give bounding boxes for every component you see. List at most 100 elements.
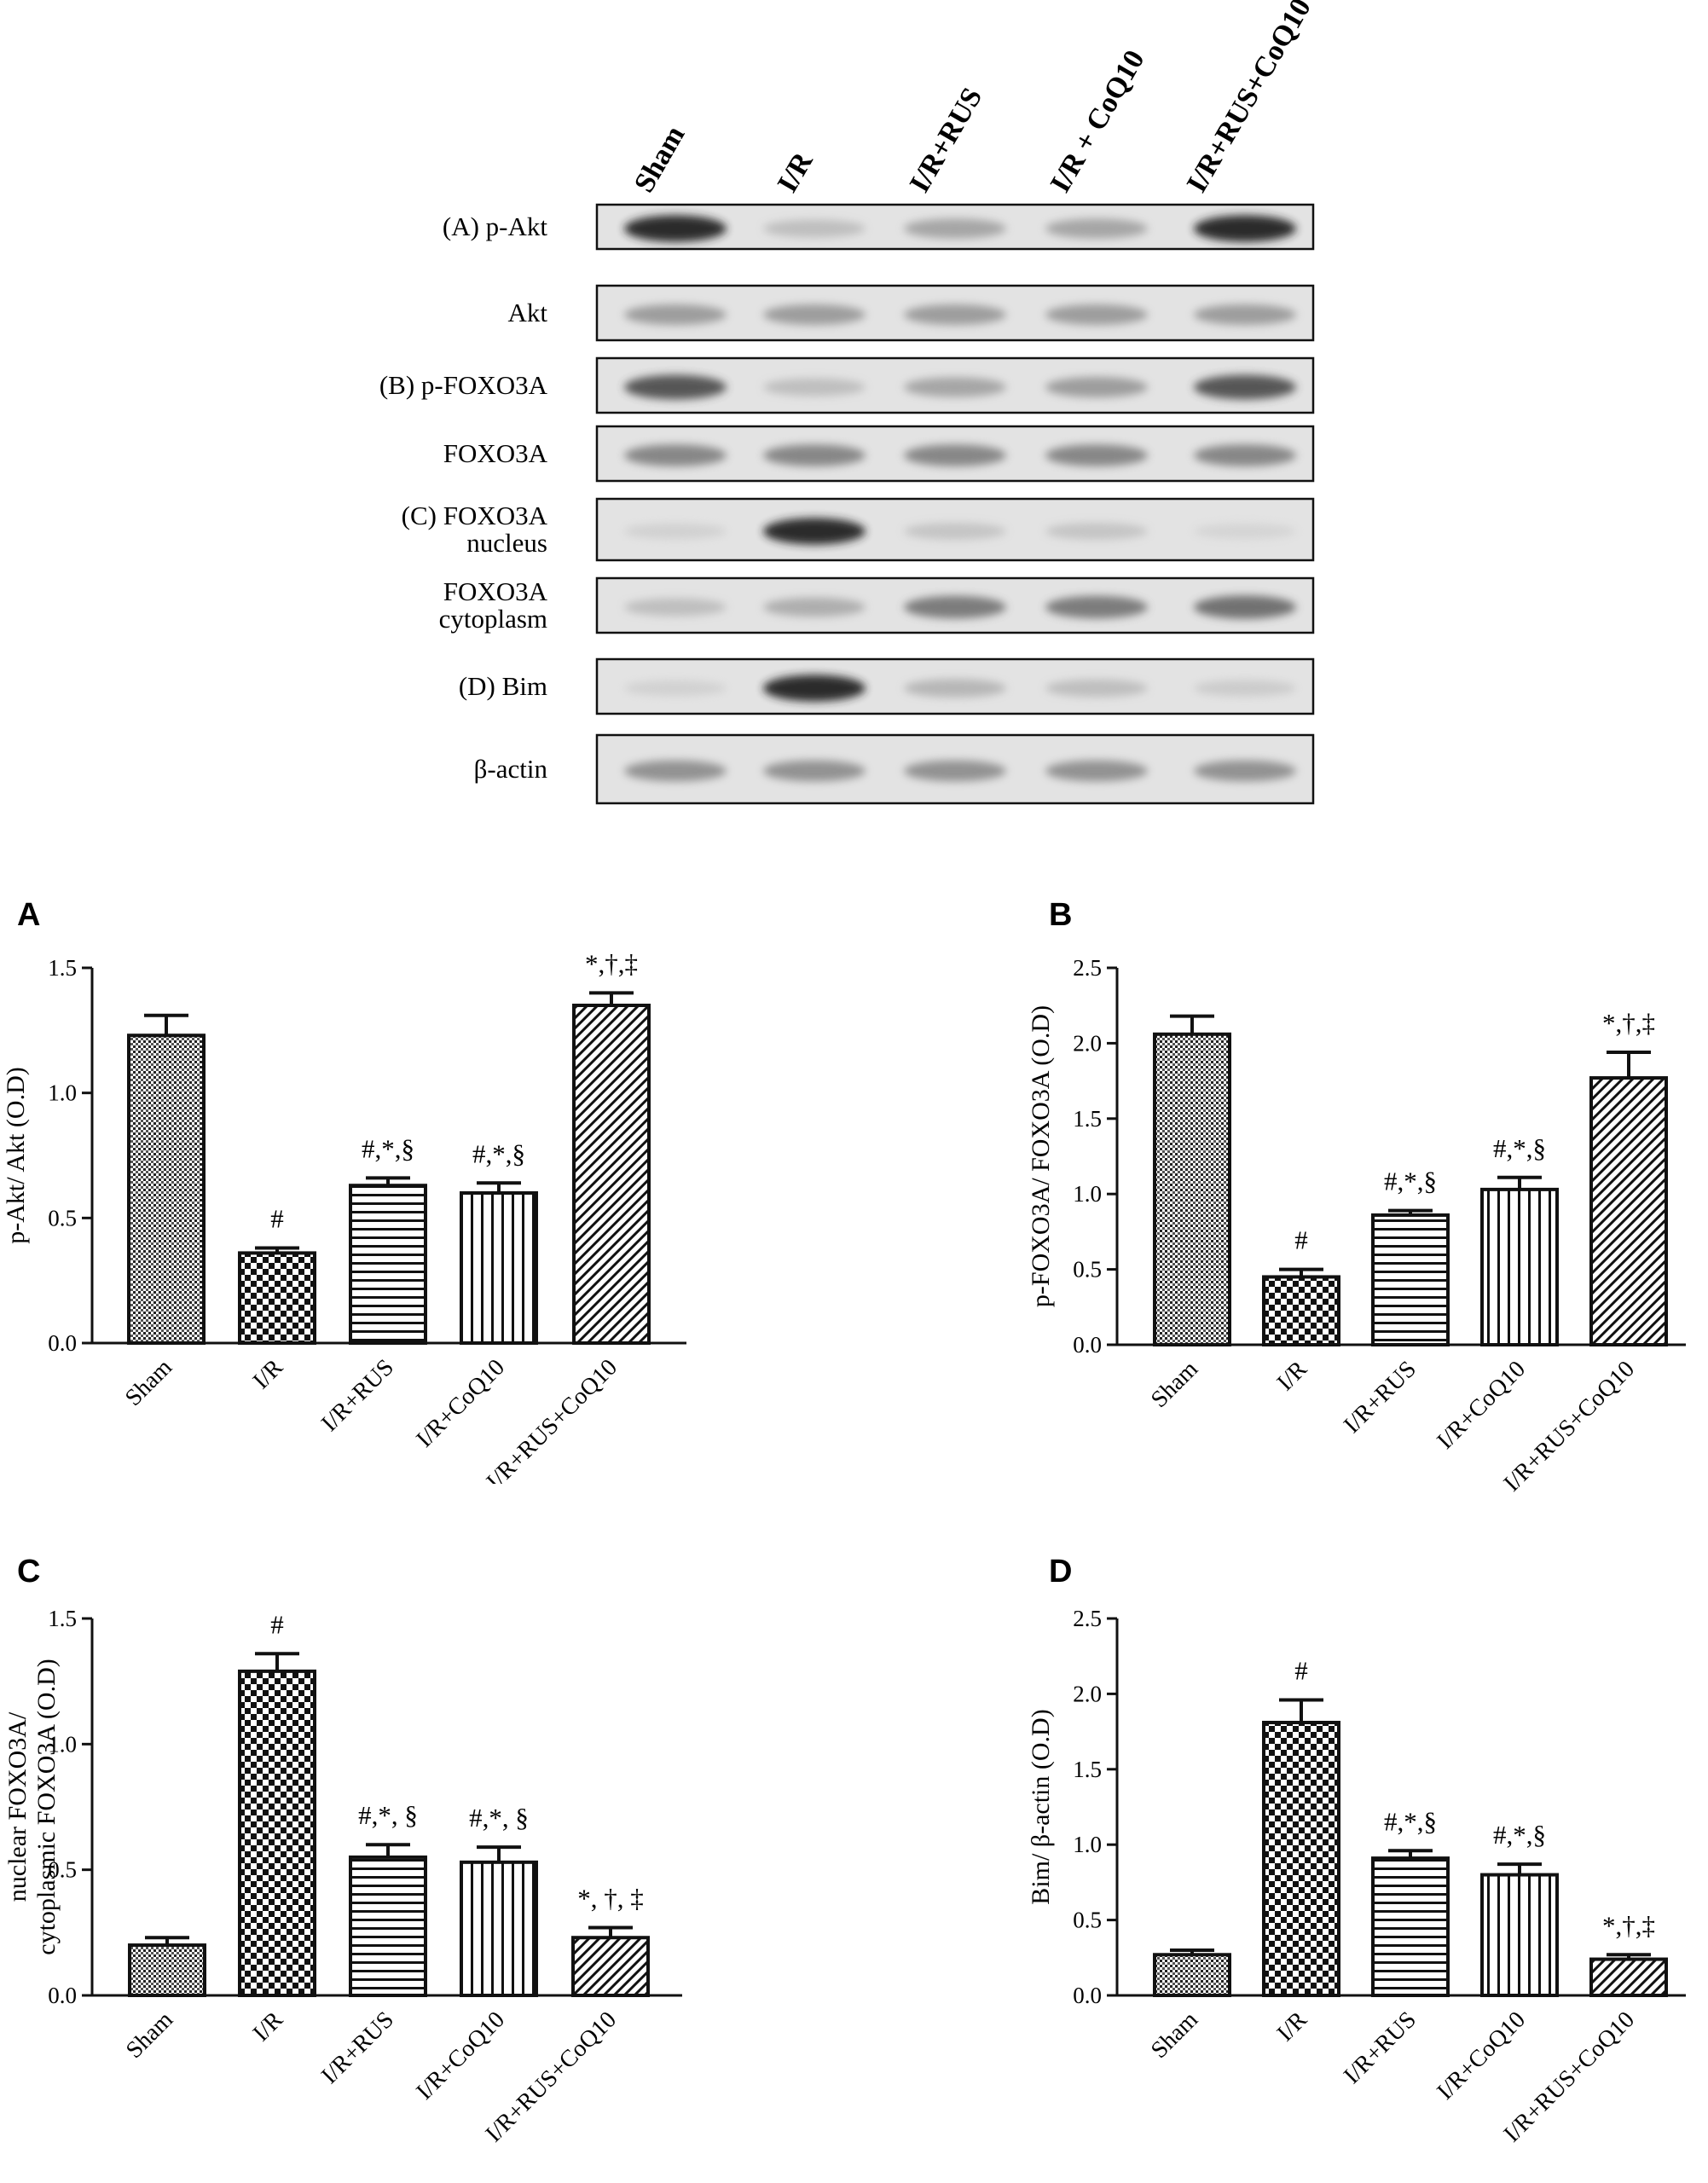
significance-label: #,*,§ (362, 1133, 414, 1163)
lane-label: I/R (772, 147, 819, 198)
y-tick-label: 2.0 (1073, 1681, 1102, 1706)
lane-label: I/R + CoQ10 (1045, 45, 1151, 198)
category-label: I/R+RUS (1339, 2006, 1421, 2089)
bar (1480, 1873, 1559, 1997)
y-axis-label: p-FOXO3A/ FOXO3A (O.D) (1027, 1005, 1055, 1307)
blot-band (1045, 679, 1148, 698)
blot-row-label: (D) Bim (459, 671, 547, 701)
blot-band (624, 598, 727, 617)
blot-band (763, 444, 866, 466)
blot-band (624, 523, 727, 540)
blot-row-label: Akt (508, 298, 548, 327)
bar (1262, 1275, 1340, 1346)
category-label: I/R+RUS (316, 1354, 399, 1437)
y-tick-label: 0.0 (1073, 1332, 1102, 1358)
blot-band (624, 680, 727, 697)
blot-row-label: (A) p-Akt (443, 211, 547, 241)
category-label: I/R+RUS (316, 2006, 399, 2089)
bar (460, 1860, 538, 1997)
y-tick-label: 0.5 (1073, 1908, 1102, 1933)
blot-band (904, 218, 1006, 239)
blot-band (1194, 760, 1296, 782)
bar (1153, 1953, 1231, 1998)
y-axis-label: cytoplasmic FOXO3A (O.D) (32, 1659, 61, 1954)
blot-row-label: FOXO3A (443, 438, 548, 468)
significance-label: #,*,§ (1493, 1133, 1546, 1163)
blot-row (595, 356, 1315, 414)
bar (460, 1191, 538, 1345)
significance-label: #,*, § (358, 1800, 418, 1830)
significance-label: # (270, 1204, 284, 1234)
category-label: I/R (1272, 1356, 1312, 1396)
y-tick-label: 2.0 (1073, 1030, 1102, 1056)
y-tick-label: 1.5 (1073, 1757, 1102, 1782)
y-tick-label: 1.5 (48, 1606, 77, 1631)
blot-band (624, 444, 727, 466)
bar (1262, 1720, 1340, 1997)
y-axis-label: nuclear FOXO3A/ (3, 1711, 32, 1902)
y-tick-label: 0.5 (1073, 1257, 1102, 1283)
blot-row-label: cytoplasm (439, 604, 547, 634)
y-tick-label: 0.5 (48, 1857, 77, 1883)
y-tick-label: 1.0 (1073, 1181, 1102, 1207)
significance-label: #,*,§ (1384, 1806, 1437, 1836)
blot-band (1045, 218, 1148, 239)
blot-band (904, 760, 1006, 782)
bar (571, 1936, 650, 1997)
blot-band (763, 304, 866, 325)
blot-band (624, 304, 727, 325)
blot-row (595, 425, 1315, 483)
significance-label: # (270, 1609, 284, 1639)
y-tick-label: 1.0 (1073, 1832, 1102, 1857)
chart-panel-d: D 0.0 0.5 1.0 1.5 2.0 2.5 Bim/ β-actin (O.D) Sha… (1027, 1554, 1686, 2147)
y-tick-label: 0.0 (48, 1983, 77, 2008)
blot-band (904, 444, 1006, 466)
category-label: Sham (121, 2006, 178, 2064)
blot-band (1045, 595, 1148, 619)
blot-band (904, 523, 1006, 540)
category-label: Sham (120, 1354, 177, 1411)
bar (1153, 1032, 1231, 1347)
y-axis-label: p-Akt/ Akt (O.D) (2, 1067, 30, 1243)
blot-row (595, 576, 1315, 634)
chart-panel-c: C 0.0 0.5 1.0 1.5 nuclear FOXO3A/cytoplasmic … (3, 1554, 682, 2147)
blot-band (763, 518, 866, 545)
bar (238, 1669, 316, 1997)
blot-band (1045, 304, 1148, 325)
significance-label: *, †, ‡ (577, 1883, 644, 1913)
blot-band (1194, 374, 1296, 400)
blot-band (1194, 215, 1296, 242)
lane-label: I/R+RUS (904, 83, 988, 198)
significance-label: # (1294, 1655, 1308, 1685)
chart-panel-a: A 0.0 0.5 1.0 1.5 p-Akt/ Akt (O.D) Sham # I/R #,*… (2, 897, 686, 1484)
y-tick-label: 1.5 (48, 955, 77, 981)
blot-band (763, 219, 866, 238)
y-tick-label: 1.0 (48, 1080, 77, 1106)
blot-row-label: nucleus (466, 528, 547, 558)
category-label: Sham (1146, 2006, 1203, 2064)
blot-band (1194, 444, 1296, 466)
chart-panel-b: B 0.0 0.5 1.0 1.5 2.0 2.5 p-FOXO3A/ FOXO3A (O.D… (1027, 897, 1686, 1497)
bar (1371, 1856, 1450, 1997)
panel-letter: D (1049, 1554, 1072, 1589)
blot-band (624, 760, 727, 782)
blot-row (595, 203, 1315, 251)
blot-row-label: (B) p-FOXO3A (379, 370, 548, 400)
blot-row-label: β-actin (474, 754, 548, 784)
blot-band (624, 374, 727, 400)
bar (1371, 1213, 1450, 1346)
western-blot-figure: Sham I/R I/R+RUS I/R + CoQ10 I/R+RUS+CoQ10 (A… (379, 0, 1317, 805)
blot-band (904, 377, 1006, 397)
significance-label: #,*,§ (472, 1138, 525, 1168)
category-label: I/R+CoQ10 (1432, 1356, 1531, 1455)
blot-band (904, 679, 1006, 698)
bar (349, 1184, 427, 1346)
category-label: I/R+RUS (1339, 1356, 1421, 1439)
bar (127, 1034, 206, 1345)
blot-band (1045, 444, 1148, 466)
blot-band (1194, 680, 1296, 697)
blot-row (595, 733, 1315, 805)
bar (1589, 1957, 1668, 1997)
bar (128, 1943, 206, 1998)
category-label: I/R (248, 2006, 288, 2047)
